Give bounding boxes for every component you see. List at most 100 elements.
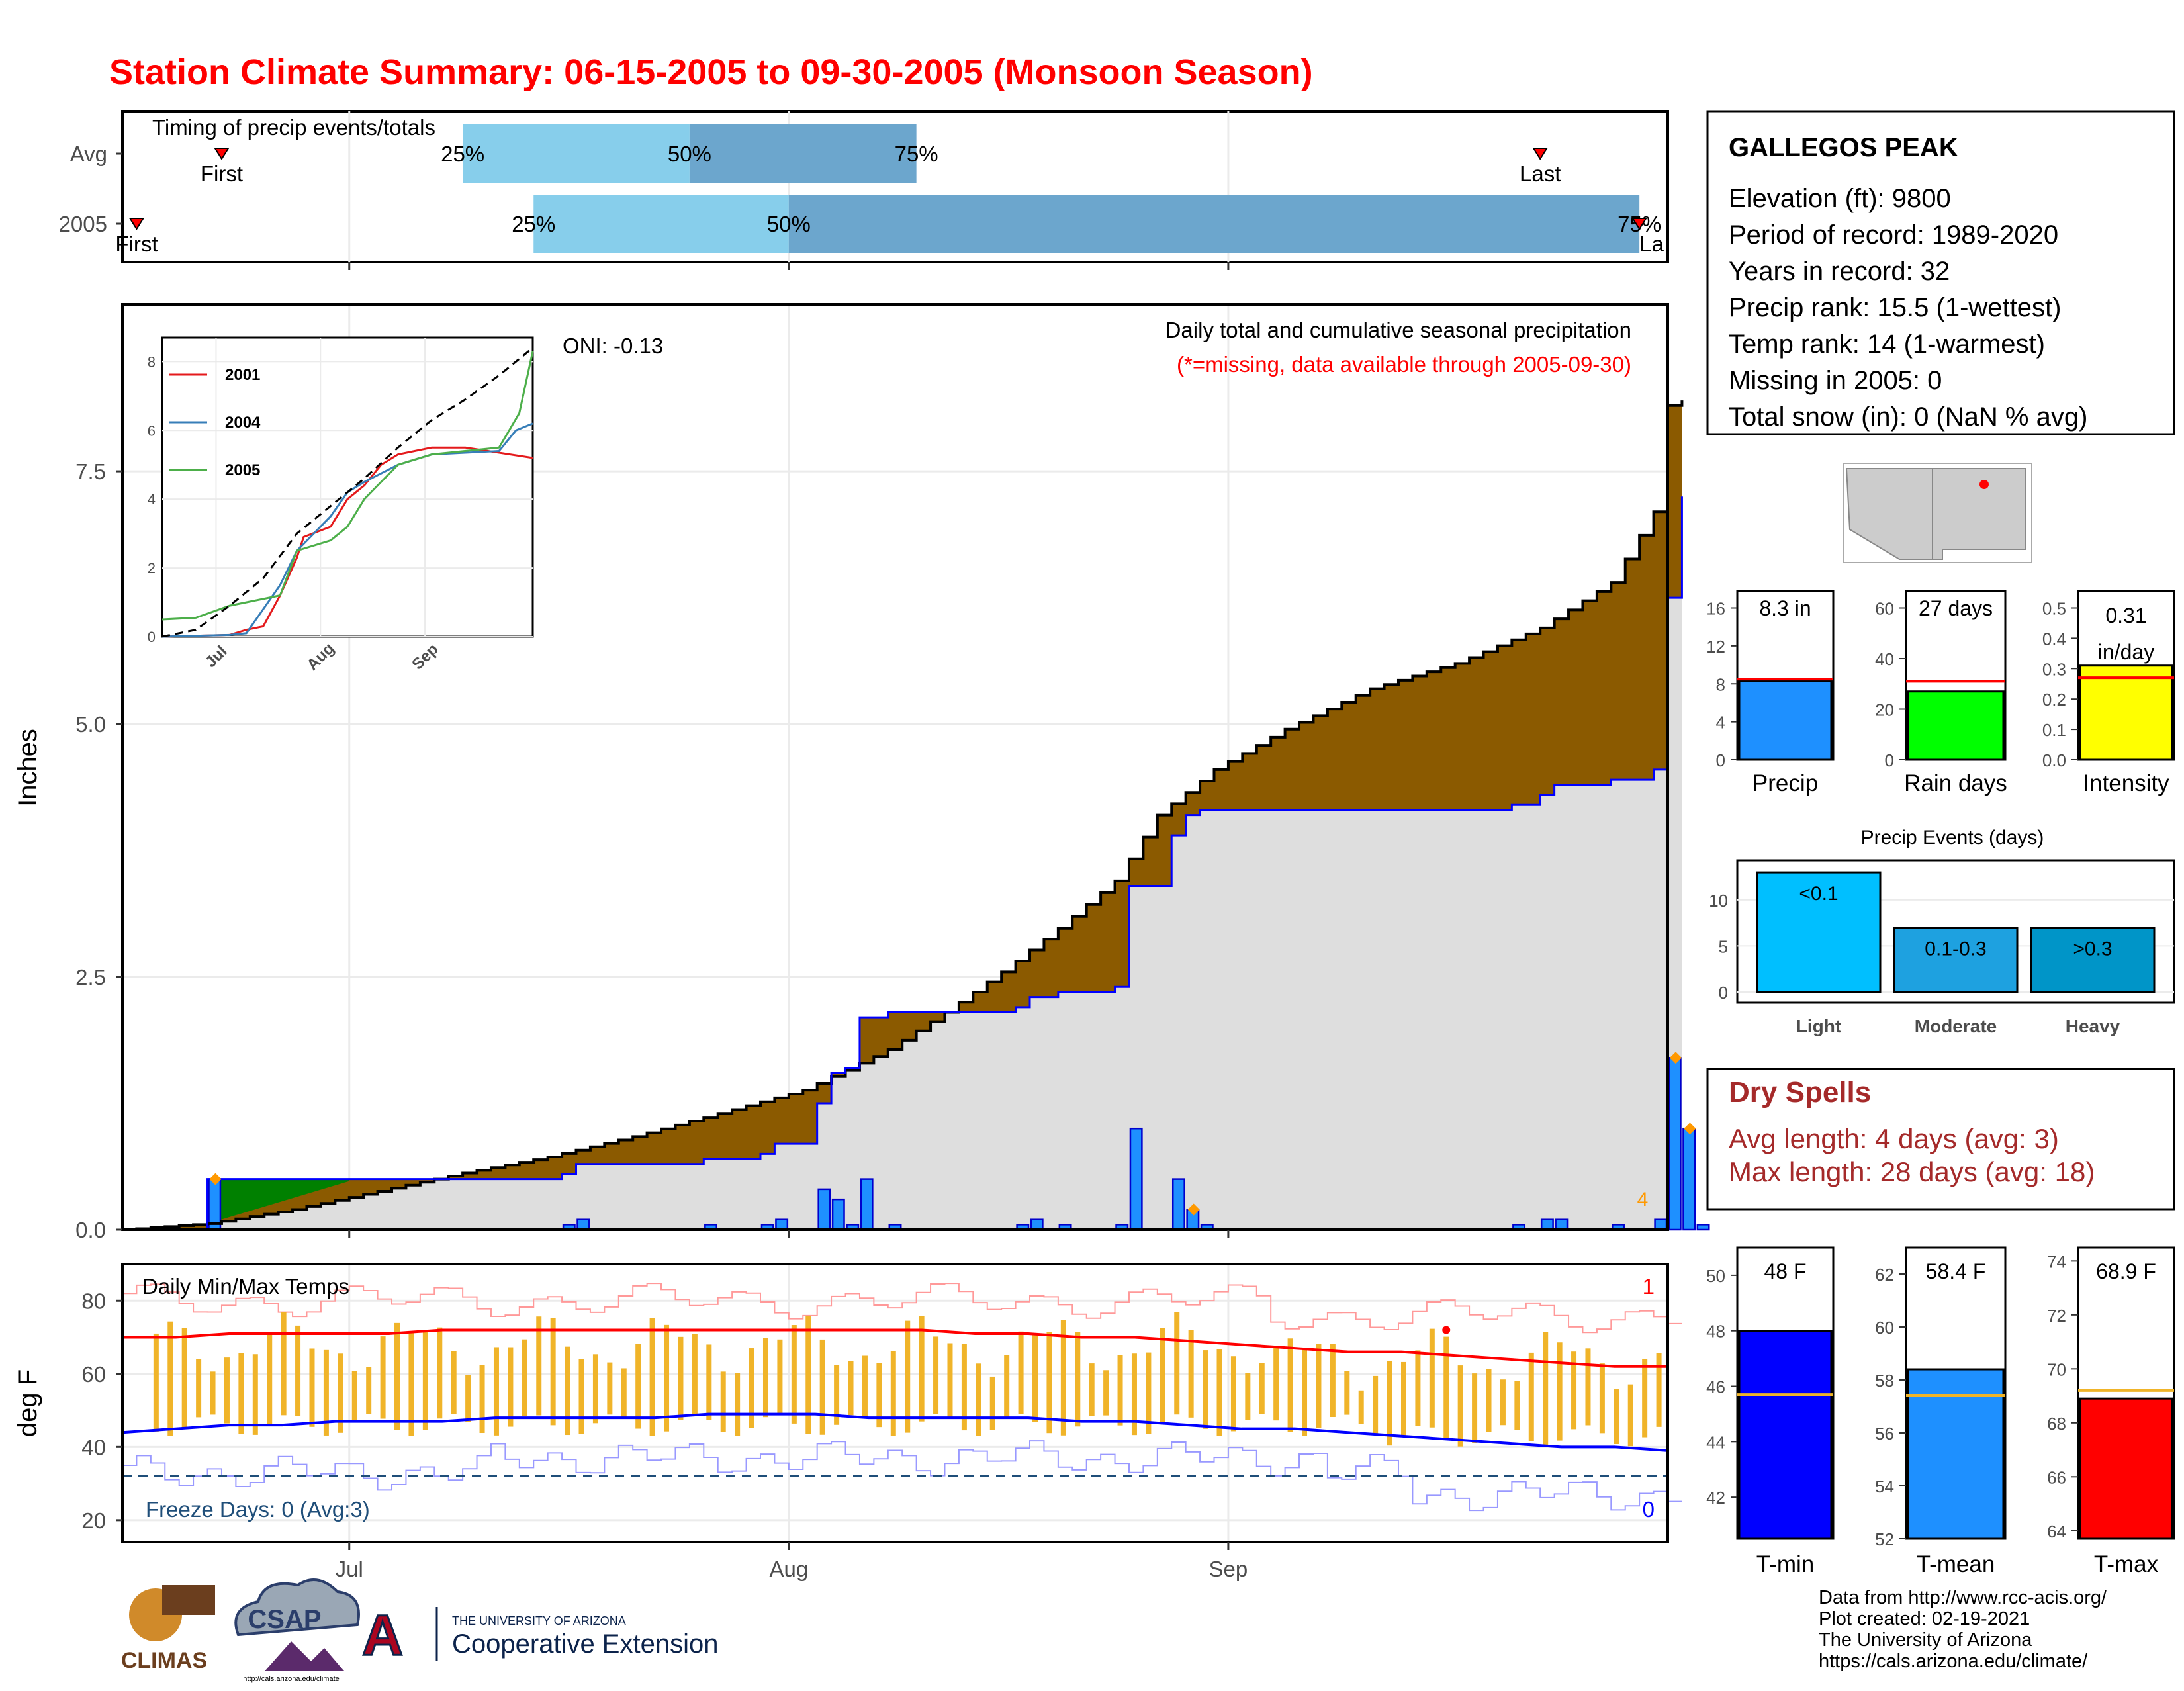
daily-temp-bar bbox=[1018, 1331, 1024, 1414]
avg-max-temp-line bbox=[122, 1328, 1668, 1368]
footer-credits: CLIMAS CSAP http://cals.arizona.edu/climat… bbox=[121, 1578, 2107, 1683]
temp-summary-ytick-label: 60 bbox=[1875, 1318, 1894, 1338]
q25-label: 25% bbox=[512, 212, 555, 236]
record-high-marker bbox=[1442, 1326, 1451, 1334]
daily-temp-bar bbox=[805, 1315, 811, 1434]
daily-precip-bar bbox=[576, 1218, 590, 1231]
temp-summary-ytick-label: 62 bbox=[1875, 1265, 1894, 1285]
csap-logo-cloud bbox=[234, 1578, 360, 1637]
temp-summary-value: 48 F bbox=[1764, 1259, 1806, 1283]
temp-summary-ytick-label: 46 bbox=[1706, 1377, 1725, 1397]
summary-ytick-label: 0.3 bbox=[2042, 659, 2066, 679]
daily-precip-bar bbox=[208, 1178, 222, 1231]
daily-temp-bar bbox=[749, 1348, 754, 1428]
daily-temp-bar bbox=[1273, 1346, 1279, 1421]
daily-temp-bar bbox=[947, 1343, 953, 1419]
events-bar bbox=[1893, 927, 2019, 993]
temp-summary-ytick-label: 50 bbox=[1706, 1266, 1725, 1286]
daily-temp-bar bbox=[1344, 1371, 1350, 1415]
temp-ytick-label: 40 bbox=[81, 1435, 106, 1459]
inset-series-line bbox=[161, 422, 533, 638]
daily-temp-bar bbox=[1203, 1350, 1208, 1429]
first-event-marker bbox=[214, 148, 230, 160]
last-event-label: Last bbox=[1520, 161, 1561, 186]
daily-temp-bar bbox=[777, 1339, 783, 1415]
events-ytick-label: 5 bbox=[1719, 937, 1728, 956]
precip-caption: Daily total and cumulative seasonal prec… bbox=[1165, 318, 1631, 342]
temp-summary-ytick-label: 52 bbox=[1875, 1530, 1894, 1549]
climas-logo-block bbox=[162, 1585, 215, 1615]
daily-temp-bar bbox=[394, 1322, 400, 1430]
credit-line: Data from http://www.rcc-acis.org/ bbox=[1819, 1587, 2107, 1608]
daily-temp-bar bbox=[1046, 1332, 1052, 1434]
station-location-marker bbox=[1979, 480, 1989, 489]
quartile-bar-high bbox=[689, 124, 917, 183]
max-day-marker bbox=[1187, 1203, 1200, 1216]
precipitation-panel: 0.0 2.5 5.0 7.5 Inches ONI: -0.13 Daily total … bbox=[13, 303, 1710, 1242]
first-event-label: First bbox=[201, 161, 243, 186]
daily-temp-bar bbox=[267, 1333, 273, 1426]
daily-temp-bar bbox=[1174, 1312, 1180, 1415]
station-info-line: Elevation (ft): 9800 bbox=[1729, 184, 1951, 213]
daily-temp-bar bbox=[1599, 1363, 1605, 1434]
daily-temp-bar bbox=[550, 1318, 556, 1426]
daily-temp-bar bbox=[295, 1325, 301, 1416]
daily-temp-bar bbox=[338, 1353, 343, 1433]
max-day-marker bbox=[1684, 1122, 1696, 1135]
daily-temp-bar bbox=[167, 1321, 173, 1436]
temp-summary-label: T-max bbox=[2094, 1551, 2159, 1577]
daily-temp-bar bbox=[834, 1365, 840, 1425]
daily-temp-bar bbox=[1259, 1363, 1265, 1414]
daily-temp-bar bbox=[664, 1324, 670, 1432]
daily-temp-bar bbox=[678, 1336, 684, 1420]
temp-summary-ytick-label: 58 bbox=[1875, 1371, 1894, 1391]
inset-frame bbox=[161, 336, 534, 638]
events-bar bbox=[2030, 927, 2156, 993]
cumulative-2005-area bbox=[122, 496, 1682, 1230]
daily-temp-bar bbox=[1060, 1320, 1066, 1436]
daily-temp-bar bbox=[1216, 1349, 1222, 1436]
daily-temp-bar bbox=[1486, 1369, 1492, 1432]
temp-panel-title: Daily Min/Max Temps bbox=[142, 1274, 349, 1299]
precip-ytick-label: 2.5 bbox=[75, 965, 106, 989]
temperature-panel: 20 40 60 80 Jul Aug Sep deg F Daily Min/Max Temp… bbox=[13, 1263, 1682, 1581]
events-title: Precip Events (days) bbox=[1861, 827, 2044, 848]
summary-sidebar: GALLEGOS PEAK Elevation (ft): 9800 Period … bbox=[1706, 110, 2175, 1577]
daily-temp-bar bbox=[961, 1344, 967, 1431]
temp-ylabel: deg F bbox=[13, 1369, 42, 1437]
daily-temp-bar bbox=[1387, 1360, 1392, 1446]
temp-summary-ytick-label: 54 bbox=[1875, 1477, 1894, 1496]
temp-ytick-label: 60 bbox=[81, 1362, 106, 1387]
temp-summary-ytick-label: 48 bbox=[1706, 1322, 1725, 1342]
max-day-marker bbox=[209, 1173, 222, 1185]
summary-value-label: in/day bbox=[2098, 640, 2154, 664]
station-name: GALLEGOS PEAK bbox=[1729, 133, 1958, 162]
summary-ytick-label: 8 bbox=[1716, 674, 1725, 694]
daily-temp-bar bbox=[692, 1334, 698, 1414]
daily-temp-bar bbox=[493, 1347, 499, 1436]
record-min-line bbox=[122, 1440, 1682, 1512]
summary-bar-label: Intensity bbox=[2083, 770, 2169, 796]
dry-spells-avg: Avg length: 4 days (avg: 3) bbox=[1729, 1123, 2059, 1154]
events-bar-label: <0.1 bbox=[1799, 883, 1838, 905]
station-info-line: Temp rank: 14 (1-warmest) bbox=[1729, 330, 2045, 359]
daily-temp-bar bbox=[224, 1357, 230, 1424]
events-bar bbox=[1756, 871, 1882, 993]
daily-temp-bar bbox=[578, 1359, 584, 1434]
daily-temp-bar bbox=[366, 1367, 372, 1414]
record-low-count: 0 bbox=[1643, 1497, 1655, 1522]
daily-temp-bar bbox=[1302, 1348, 1308, 1436]
temp-summary-label: T-mean bbox=[1917, 1551, 1995, 1577]
summary-value-label: 0.31 bbox=[2105, 604, 2146, 627]
daily-temp-bar bbox=[1330, 1344, 1336, 1418]
daily-temp-bar bbox=[819, 1339, 825, 1435]
daily-temp-bar bbox=[735, 1373, 741, 1436]
events-ytick-label: 0 bbox=[1719, 983, 1728, 1003]
temp-summary-ytick-label: 74 bbox=[2047, 1252, 2066, 1271]
daily-temp-bar bbox=[649, 1318, 655, 1436]
daily-temp-bar bbox=[153, 1333, 159, 1432]
daily-temp-bar bbox=[905, 1320, 911, 1433]
daily-temp-bar bbox=[1075, 1332, 1081, 1427]
daily-temp-bar bbox=[1316, 1344, 1322, 1428]
